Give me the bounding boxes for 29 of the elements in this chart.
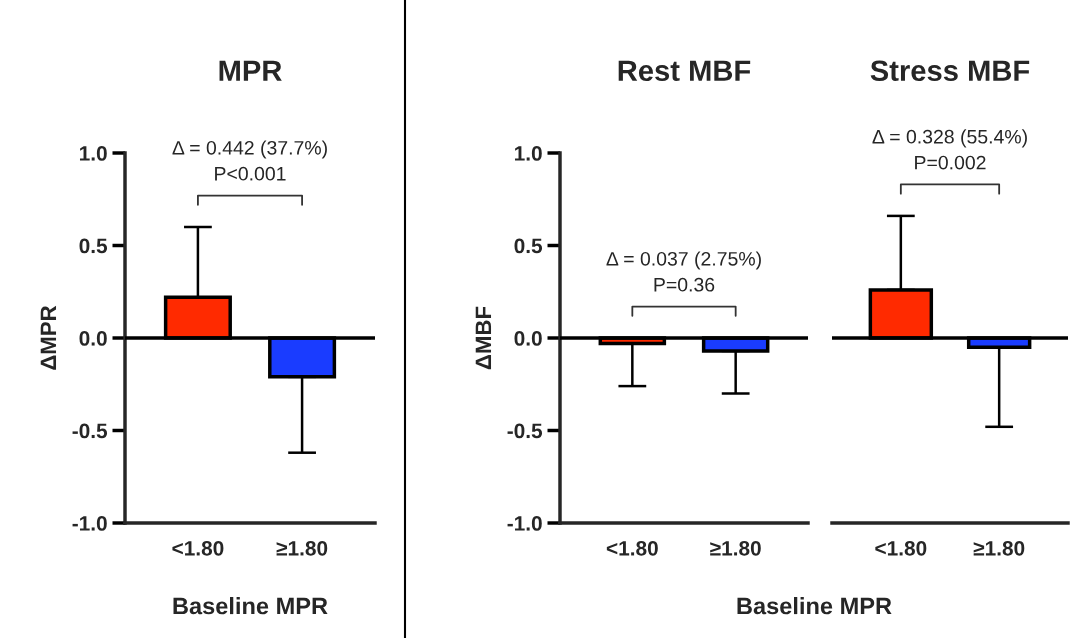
y-tick-label: 1.0 [514,146,542,161]
y-tick-label: 0.5 [514,238,543,254]
text: Δ = 0.328 (55.4%) [872,129,1027,148]
y-tick-label: 1.0 [79,146,107,161]
chart-title: Stress MBF [870,60,1030,82]
y-tick-label: -1.0 [507,516,542,531]
y-tick-label: 0.0 [514,331,542,346]
y-tick-label: 0.0 [79,331,107,346]
annotation: P=0.36 [654,277,715,292]
y-tick-label: -0.5 [72,423,108,439]
chart-title: MPR [219,60,282,81]
y-tick-label: -1.0 [72,516,107,531]
x-tick-label: ≥1.80 [276,540,328,556]
x-tick-label: <1.80 [875,540,927,556]
annotation: Δ = 0.037 (2.75%) [606,251,761,270]
annotation: P<0.001 [215,166,286,181]
x-axis-title: Baseline MPR [737,597,892,615]
annotation: Δ = 0.442 (37.7%) [172,140,327,159]
x-tick-label: <1.80 [172,540,224,556]
x-tick-label: ≥1.80 [710,540,761,556]
y-axis-title: ΔMPR [40,305,57,370]
x-tick-label: <1.80 [606,540,658,556]
y-axis-title: ΔMBF [475,306,492,370]
y-tick-label: 0.5 [79,238,108,254]
x-tick-label: ≥1.80 [973,540,1025,556]
x-axis-title: Baseline MPR [173,597,328,615]
y-tick-label: -0.5 [507,423,543,439]
annotation: P=0.002 [915,155,986,170]
chart-title: Rest MBF [618,60,751,82]
